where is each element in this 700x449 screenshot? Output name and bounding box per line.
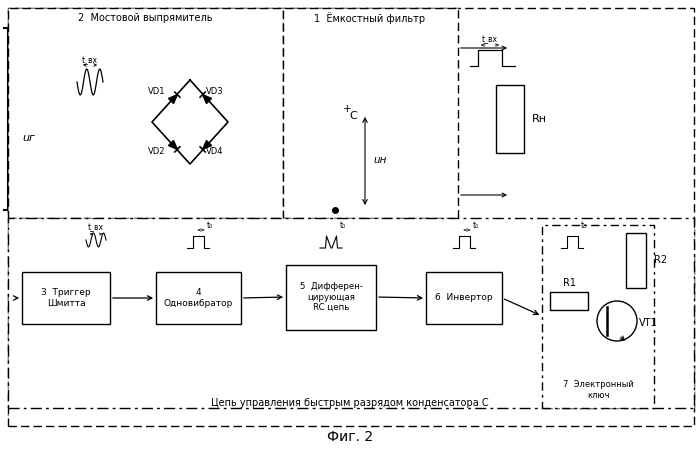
Text: t₀: t₀ — [473, 221, 479, 230]
Text: VD2: VD2 — [148, 146, 166, 155]
Text: uн: uн — [373, 155, 386, 165]
Text: Цепь управления быстрым разрядом конденсатора С: Цепь управления быстрым разрядом конденс… — [211, 398, 489, 408]
Text: R1: R1 — [563, 278, 575, 288]
Text: VD4: VD4 — [206, 146, 224, 155]
Text: C: C — [349, 111, 357, 121]
Polygon shape — [169, 141, 177, 150]
Text: t₀: t₀ — [207, 221, 213, 230]
Bar — [8, 218, 694, 408]
Text: VD3: VD3 — [206, 87, 224, 96]
Text: Rн: Rн — [532, 114, 547, 124]
Text: 4
Одновибратор: 4 Одновибратор — [163, 288, 232, 308]
Text: Фиг. 2: Фиг. 2 — [327, 430, 373, 444]
Text: R2: R2 — [654, 255, 667, 265]
Bar — [496, 85, 524, 153]
Bar — [8, 8, 283, 218]
Text: uг: uг — [22, 133, 35, 143]
Text: VT1: VT1 — [639, 318, 657, 328]
Text: t_вх: t_вх — [82, 57, 98, 66]
Bar — [550, 292, 588, 310]
Text: t₀: t₀ — [581, 221, 587, 230]
Text: t_вх: t_вх — [482, 35, 498, 44]
Polygon shape — [202, 95, 211, 104]
Text: 7  Электронный
ключ: 7 Электронный ключ — [563, 380, 634, 400]
Bar — [22, 272, 110, 324]
Text: t_вх: t_вх — [88, 224, 104, 233]
Text: 2  Мостовой выпрямитель: 2 Мостовой выпрямитель — [78, 13, 212, 23]
Bar — [283, 8, 458, 218]
Text: 6  Инвертор: 6 Инвертор — [435, 294, 493, 303]
Bar — [286, 265, 376, 330]
Bar — [426, 272, 502, 324]
Text: +: + — [343, 104, 351, 114]
Bar — [626, 233, 646, 288]
Text: 5  Дифферен-
цирующая
RC цепь: 5 Дифферен- цирующая RC цепь — [300, 282, 363, 312]
Polygon shape — [202, 141, 211, 150]
Bar — [542, 225, 654, 408]
Text: VD1: VD1 — [148, 87, 166, 96]
Polygon shape — [169, 95, 177, 104]
Text: 1  Ёмкостный фильтр: 1 Ёмкостный фильтр — [314, 12, 426, 24]
Text: t₀: t₀ — [340, 221, 346, 230]
Text: 3  Триггер
Шмитта: 3 Триггер Шмитта — [41, 288, 91, 308]
Bar — [156, 272, 241, 324]
